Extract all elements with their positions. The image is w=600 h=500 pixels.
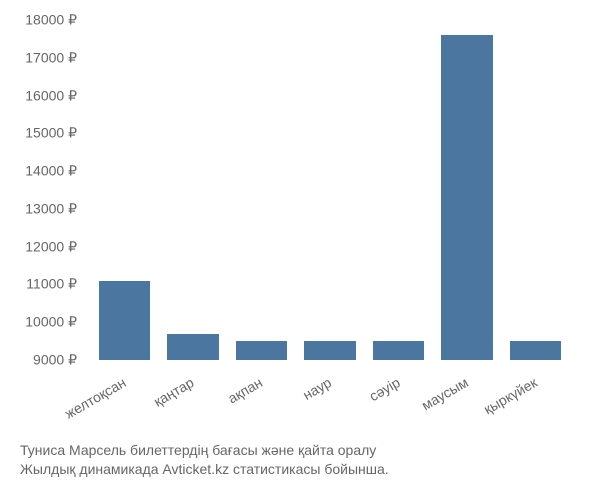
bar — [304, 341, 355, 360]
y-tick-label: 16000 ₽ — [25, 87, 77, 104]
x-tick-label: сәуір — [366, 374, 402, 404]
y-tick-label: 10000 ₽ — [25, 314, 77, 331]
x-tick-label: наур — [300, 374, 334, 403]
bar — [441, 35, 492, 360]
y-tick-label: 13000 ₽ — [25, 200, 77, 217]
x-tick-label: маусым — [419, 374, 471, 413]
y-tick-label: 12000 ₽ — [25, 238, 77, 255]
bar — [236, 341, 287, 360]
y-tick-label: 17000 ₽ — [25, 49, 77, 66]
caption-line-2: Жылдық динамикада Avticket.kz статистика… — [20, 460, 580, 480]
bar — [99, 281, 150, 360]
y-tick-label: 9000 ₽ — [33, 352, 77, 369]
y-tick-label: 14000 ₽ — [25, 163, 77, 180]
x-tick-label: қыркүйек — [481, 374, 540, 417]
chart-plot-area — [90, 20, 570, 360]
x-axis-labels: желтоқсанқаңтарақпаннаурсәуірмаусымқыркү… — [90, 365, 570, 435]
bar — [167, 334, 218, 360]
x-tick-label: ақпан — [225, 374, 265, 406]
x-tick-label: қаңтар — [151, 374, 197, 410]
x-tick-label: желтоқсан — [62, 374, 128, 422]
y-axis: 9000 ₽10000 ₽11000 ₽12000 ₽13000 ₽14000 … — [0, 20, 85, 360]
chart-caption: Туниса Марсель билеттердің бағасы және қ… — [20, 441, 580, 480]
bars-container — [90, 20, 570, 360]
y-tick-label: 11000 ₽ — [26, 276, 77, 293]
caption-line-1: Туниса Марсель билеттердің бағасы және қ… — [20, 441, 580, 461]
y-tick-label: 18000 ₽ — [25, 12, 77, 29]
y-tick-label: 15000 ₽ — [25, 125, 77, 142]
bar — [373, 341, 424, 360]
bar — [510, 341, 561, 360]
